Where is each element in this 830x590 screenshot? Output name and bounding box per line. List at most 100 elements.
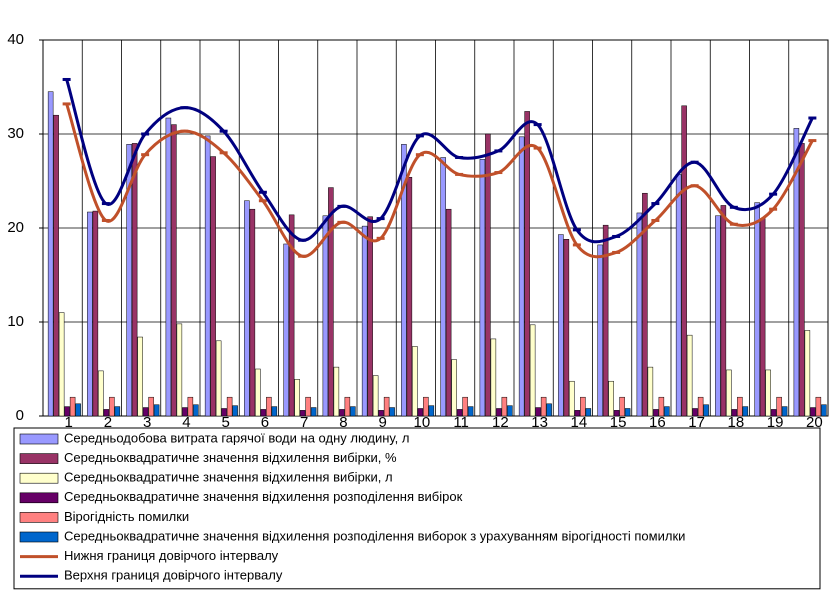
bar [215,340,222,417]
bar [765,369,771,417]
bar [204,135,211,417]
bar [372,375,379,417]
bar [731,409,738,417]
bar [485,133,491,417]
bar [305,396,311,417]
bar [288,214,295,417]
legend-label: Середньодобова витрата гарячої води на о… [64,430,409,445]
bar [171,124,177,417]
bar [658,396,665,417]
y-tick-label: 40 [7,31,24,48]
bar [781,406,788,417]
bar [462,396,468,417]
bar [754,202,760,417]
bar [524,111,530,417]
x-tick-label: 9 [378,414,386,431]
x-tick-label: 12 [492,414,509,431]
bar [737,396,743,417]
bar [103,409,110,417]
legend-label: Верхня границя довірчого інтервалу [64,568,283,583]
x-tick-label: 10 [414,414,431,431]
bar [569,380,575,417]
legend-label: Нижня границя довірчого інтервалу [64,548,279,563]
bar [182,407,188,417]
y-tick-label: 30 [7,125,24,142]
x-tick-label: 6 [261,414,269,431]
bar [507,405,513,417]
legend-swatch [19,472,59,484]
bar [479,159,486,417]
legend-swatch [19,433,59,445]
bar [563,239,570,417]
bar [210,156,216,417]
bar [518,136,525,417]
x-tick-label: 11 [453,414,469,431]
line-series [65,103,814,259]
bar [187,396,194,417]
bar [226,396,233,417]
bar [456,409,463,417]
x-tick-label: 13 [531,414,548,431]
bar [69,396,76,417]
bar [759,218,766,417]
bar [597,244,603,417]
bar [692,408,698,417]
bar [131,143,138,417]
bar [271,406,278,417]
bar [232,405,238,417]
bar [92,210,99,417]
bar [558,234,564,417]
bar [176,323,183,417]
bar [624,408,631,417]
bar [697,396,704,417]
bar [636,212,643,417]
legend-label: Середньоквадратичне значення відхилення … [64,450,397,465]
bar [53,114,59,417]
bar [109,396,115,417]
bar [715,215,721,417]
bar [417,408,424,417]
bar [383,396,390,417]
bar [361,225,368,417]
legend-label: Вірогідність помилки [64,509,189,524]
bar [726,369,732,417]
bar [664,406,670,417]
bar [451,359,457,417]
bar [815,396,822,417]
bar [647,366,654,417]
bar [221,408,227,417]
bar [496,408,502,417]
bar [653,409,659,417]
bar [804,330,811,417]
bar [310,407,317,417]
bar [445,208,452,417]
bar [333,366,340,417]
legend-label: Середньоквадратичне значення відхилення … [64,470,393,485]
bar [703,404,709,417]
x-tick-label: 16 [649,414,666,431]
y-tick-label: 10 [7,313,24,330]
bar [260,409,267,417]
bar [322,215,329,417]
bar [501,396,508,417]
bar [137,336,143,417]
bar [193,404,199,417]
bar [401,144,407,417]
bar [412,346,418,417]
x-tick-label: 3 [143,414,151,431]
bar [58,312,65,417]
x-tick-label: 5 [221,414,229,431]
bar [608,380,614,417]
bar [793,128,800,417]
bar [406,176,413,417]
x-tick-label: 18 [728,414,745,431]
bar [742,406,749,417]
bar [339,409,345,417]
legend-swatch [19,512,59,523]
legend-swatch [19,492,59,504]
bar [378,410,384,417]
bar [490,338,497,417]
bar [675,174,682,417]
bar [720,205,727,417]
